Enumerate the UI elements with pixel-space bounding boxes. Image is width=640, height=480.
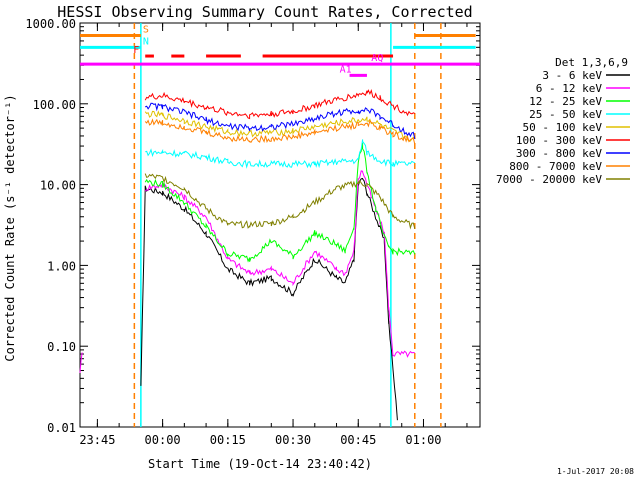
legend-title: Det 1,3,6,9 [555, 56, 628, 69]
y-tick-label: 0.10 [47, 340, 76, 354]
y-axis-label: Corrected Count Rate (s⁻¹ detector⁻¹) [3, 94, 17, 361]
plot-layer: 0.01 0.10 1.00 10.00 100.00 1000.00 23:45 00:00… [25, 17, 481, 447]
y-tick-label: 1000.00 [25, 17, 76, 31]
state-bar-label: F [133, 45, 139, 56]
x-tick-label: 00:45 [340, 433, 376, 447]
legend-entry-label: 100 - 300 keV [516, 134, 602, 147]
x-axis-label: Start Time (19-Oct-14 23:40:42) [148, 457, 372, 471]
y-tick-label: 10.00 [40, 179, 76, 193]
state-bar-label: S [143, 25, 149, 36]
legend-entry-label: 6 - 12 keV [536, 82, 603, 95]
x-tick-label: 00:15 [210, 433, 246, 447]
state-bar-label: A1 [340, 64, 352, 75]
plot-frame [79, 22, 481, 428]
series-line [79, 170, 415, 373]
x-tick-label: 00:00 [145, 433, 181, 447]
footer-date: 1-Jul-2017 20:08 [557, 467, 634, 476]
legend-entry-label: 800 - 7000 keV [509, 160, 602, 173]
series-line [145, 102, 416, 140]
legend-entry-label: 3 - 6 keV [542, 69, 602, 82]
state-bar-label: N [143, 36, 149, 47]
x-tick-label: 23:45 [79, 433, 115, 447]
y-tick-label: 100.00 [33, 98, 76, 112]
y-tick-label: 1.00 [47, 259, 76, 273]
series-line [144, 118, 416, 145]
legend-entry-label: 12 - 25 keV [529, 95, 602, 108]
series-line [145, 139, 415, 169]
legend-entry-label: 7000 - 20000 keV [496, 173, 602, 186]
chart-title: HESSI Observing Summary Count Rates, Cor… [57, 3, 472, 21]
state-bar-label: AQ [371, 53, 383, 64]
y-tick-label: 0.01 [47, 421, 76, 435]
series-line [144, 142, 416, 263]
series-line [144, 110, 416, 142]
legend-entry-label: 300 - 800 keV [516, 147, 602, 160]
legend-entry-label: 50 - 100 keV [523, 121, 603, 134]
legend-entry-label: 25 - 50 keV [529, 108, 602, 121]
x-tick-label: 01:00 [405, 433, 441, 447]
series-line [144, 89, 416, 120]
series-line [144, 173, 416, 230]
x-tick-label: 00:30 [275, 433, 311, 447]
